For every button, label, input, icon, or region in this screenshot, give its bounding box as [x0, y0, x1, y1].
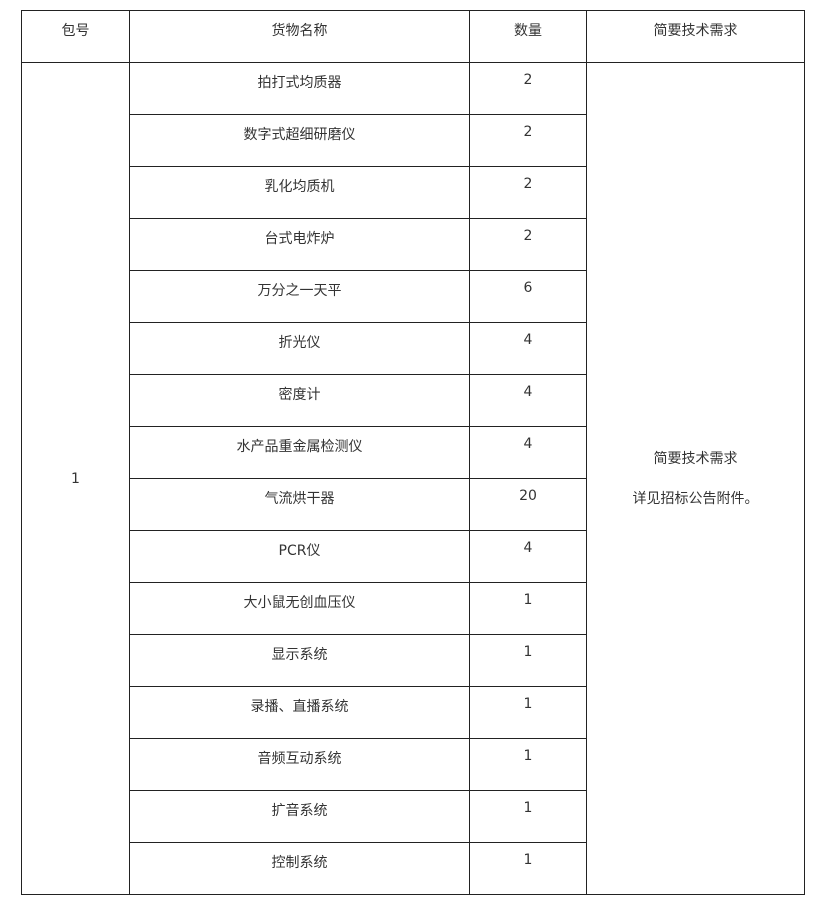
goods-name-cell: 拍打式均质器	[129, 62, 470, 115]
table-row: 气流烘干器 20	[22, 478, 805, 531]
quantity-cell: 2	[469, 166, 587, 219]
quantity-cell: 1	[469, 738, 587, 791]
goods-name-cell: 气流烘干器	[129, 478, 470, 531]
goods-name-cell: 音频互动系统	[129, 738, 470, 791]
goods-name-cell: 台式电炸炉	[129, 218, 470, 271]
quantity-cell: 1	[469, 582, 587, 635]
quantity-cell: 1	[469, 634, 587, 687]
header-requirements: 简要技术需求	[586, 10, 805, 63]
goods-name-cell: 大小鼠无创血压仪	[129, 582, 470, 635]
package-number-cell: 1	[21, 62, 130, 895]
goods-name-cell: 万分之一天平	[129, 270, 470, 323]
requirements-detail: 详见招标公告附件。	[632, 490, 759, 507]
header-quantity: 数量	[469, 10, 587, 63]
quantity-cell: 1	[469, 790, 587, 843]
goods-name-cell: 录播、直播系统	[129, 686, 470, 739]
quantity-cell: 6	[469, 270, 587, 323]
header-row: 包号 货物名称 数量 简要技术需求	[21, 10, 805, 63]
table-row: 数字式超细研磨仪 2	[22, 114, 805, 167]
table-row: 1 拍打式均质器 2 简要技术需求 详见招标公告附件。	[21, 62, 805, 895]
header-package-number: 包号	[21, 10, 130, 63]
requirements-cell: 简要技术需求 详见招标公告附件。	[586, 62, 805, 895]
quantity-cell: 4	[469, 426, 587, 479]
table-row: 台式电炸炉 2	[22, 218, 805, 271]
goods-name-cell: 密度计	[129, 374, 470, 427]
table-row: 控制系统 1	[22, 842, 805, 895]
quantity-cell: 4	[469, 530, 587, 583]
table-row: 音频互动系统 1	[22, 738, 805, 791]
table-row: 乳化均质机 2	[22, 166, 805, 219]
quantity-cell: 4	[469, 374, 587, 427]
header-goods-name: 货物名称	[129, 10, 470, 63]
goods-name-cell: 扩音系统	[129, 790, 470, 843]
procurement-table: 包号 货物名称 数量 简要技术需求 1 拍打式均质器 2 简要技术需求 详见招标公告…	[21, 10, 805, 895]
quantity-cell: 20	[469, 478, 587, 531]
goods-name-cell: 水产品重金属检测仪	[129, 426, 470, 479]
goods-name-cell: 控制系统	[129, 842, 470, 895]
table-row: 折光仪 4	[22, 322, 805, 375]
quantity-cell: 4	[469, 322, 587, 375]
goods-name-cell: PCR仪	[129, 530, 470, 583]
table-row: 水产品重金属检测仪 4	[22, 426, 805, 479]
quantity-cell: 1	[469, 686, 587, 739]
goods-name-cell: 乳化均质机	[129, 166, 470, 219]
goods-name-cell: 数字式超细研磨仪	[129, 114, 470, 167]
quantity-cell: 1	[469, 842, 587, 895]
quantity-cell: 2	[469, 114, 587, 167]
quantity-cell: 2	[469, 218, 587, 271]
goods-name-cell: 显示系统	[129, 634, 470, 687]
quantity-cell: 2	[469, 62, 587, 115]
goods-name-cell: 折光仪	[129, 322, 470, 375]
requirements-title: 简要技术需求	[653, 450, 738, 467]
